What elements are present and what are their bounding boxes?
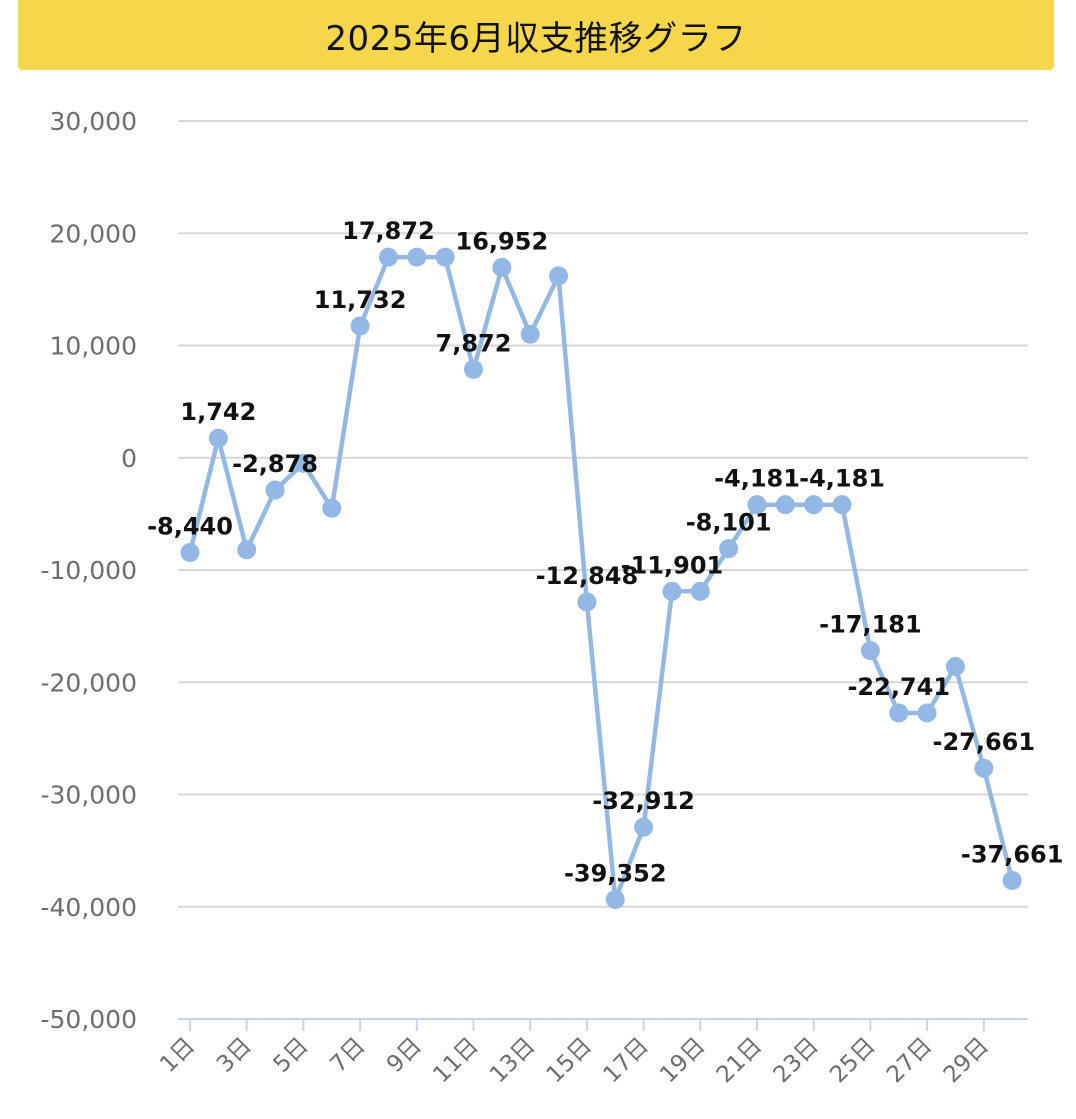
data-point bbox=[293, 453, 313, 473]
data-point bbox=[407, 247, 427, 267]
x-tick-label: 17日 bbox=[598, 1033, 653, 1088]
y-tick-label: -50,000 bbox=[41, 1005, 138, 1034]
data-point bbox=[634, 817, 654, 837]
y-tick-label: -30,000 bbox=[41, 781, 138, 810]
x-tick-label: 5日 bbox=[269, 1033, 314, 1078]
data-label: -37,661 bbox=[961, 840, 1064, 868]
data-point bbox=[435, 247, 455, 267]
y-tick-label: 0 bbox=[121, 444, 137, 473]
data-point bbox=[945, 657, 965, 677]
data-label: 11,732 bbox=[314, 286, 407, 314]
x-tick-label: 25日 bbox=[825, 1033, 880, 1088]
data-point bbox=[322, 498, 342, 518]
data-label: -4,181 bbox=[799, 465, 885, 493]
data-label: -32,912 bbox=[592, 787, 695, 815]
x-tick-label: 27日 bbox=[882, 1033, 937, 1088]
data-point bbox=[775, 495, 795, 515]
data-point bbox=[832, 495, 852, 515]
data-label: -12,848 bbox=[536, 562, 639, 590]
data-label: -8,101 bbox=[686, 509, 772, 537]
data-point bbox=[492, 257, 512, 277]
data-point bbox=[860, 641, 880, 661]
data-point bbox=[1002, 870, 1022, 890]
x-tick-label: 1日 bbox=[155, 1033, 200, 1078]
data-point bbox=[464, 359, 483, 379]
x-tick-label: 3日 bbox=[212, 1033, 257, 1078]
data-point bbox=[719, 539, 739, 559]
x-tick-label: 13日 bbox=[485, 1033, 540, 1088]
y-tick-label: -20,000 bbox=[41, 668, 138, 697]
data-point bbox=[605, 889, 625, 909]
chart-title: 2025年6月収支推移グラフ bbox=[325, 18, 747, 59]
data-label: -27,661 bbox=[933, 728, 1036, 756]
data-label: -2,878 bbox=[232, 450, 318, 478]
data-label: -4,181 bbox=[714, 465, 800, 493]
y-tick-label: 10,000 bbox=[50, 332, 137, 361]
data-label: -11,901 bbox=[621, 551, 724, 579]
y-tick-label: 20,000 bbox=[50, 219, 137, 248]
data-point bbox=[350, 316, 370, 336]
data-point bbox=[549, 266, 569, 286]
data-point bbox=[804, 495, 824, 515]
data-point bbox=[662, 581, 682, 601]
data-point bbox=[208, 428, 228, 448]
data-point bbox=[378, 247, 398, 267]
data-label: 1,742 bbox=[180, 398, 256, 426]
x-tick-label: 15日 bbox=[542, 1033, 597, 1088]
data-point bbox=[690, 581, 710, 601]
data-point bbox=[889, 703, 909, 723]
x-tick-label: 29日 bbox=[939, 1033, 994, 1088]
data-point bbox=[577, 592, 597, 612]
data-point bbox=[180, 542, 200, 562]
data-label: 17,872 bbox=[342, 217, 435, 245]
x-tick-label: 11日 bbox=[428, 1033, 483, 1088]
chart-title-bar: 2025年6月収支推移グラフ bbox=[18, 0, 1054, 70]
data-label: -8,440 bbox=[147, 512, 233, 540]
x-tick-label: 23日 bbox=[769, 1033, 824, 1088]
y-tick-label: -40,000 bbox=[41, 893, 138, 922]
data-point bbox=[974, 758, 994, 778]
data-label: 16,952 bbox=[456, 227, 549, 255]
data-label: -22,741 bbox=[847, 673, 950, 701]
x-tick-label: 7日 bbox=[325, 1033, 370, 1078]
data-point bbox=[237, 540, 257, 560]
x-tick-label: 19日 bbox=[655, 1033, 710, 1088]
y-tick-label: 30,000 bbox=[50, 107, 137, 136]
data-label: -39,352 bbox=[564, 859, 667, 887]
x-tick-label: 9日 bbox=[382, 1033, 427, 1078]
data-point bbox=[265, 480, 285, 500]
data-label: 7,872 bbox=[436, 329, 512, 357]
data-point bbox=[520, 324, 540, 344]
data-point bbox=[747, 495, 767, 515]
data-label: -17,181 bbox=[819, 611, 922, 639]
data-point bbox=[917, 703, 937, 723]
x-tick-label: 21日 bbox=[712, 1033, 767, 1088]
y-tick-label: -10,000 bbox=[41, 556, 138, 585]
